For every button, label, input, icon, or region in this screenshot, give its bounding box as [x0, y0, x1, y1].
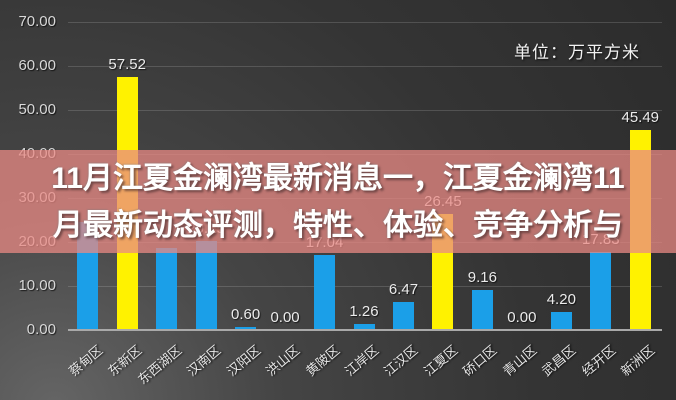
bar-东西湖区: [156, 248, 178, 330]
bar-value-label: 4.20: [546, 291, 576, 308]
bar-武昌区: [550, 312, 572, 330]
bar-江汉区: [392, 302, 414, 330]
bar-value-label: 45.49: [621, 109, 660, 126]
bar-value-label: 0.00: [507, 309, 537, 326]
unit-label: 单位：万平方米: [514, 43, 640, 62]
bar-value-label: 6.47: [388, 281, 419, 298]
bar-汉南区: [195, 241, 217, 330]
overlay-title-line1: 11月江夏金澜湾最新消息一，江夏金澜湾11: [51, 161, 625, 195]
overlay-title-line2: 月最新动态评测，特性、体验、竞争分析与: [53, 208, 623, 242]
gridline-10: [68, 286, 662, 287]
y-axis-tick-label: 60.00: [18, 57, 56, 74]
bar-value-label: 0.60: [230, 306, 261, 323]
title-overlay-banner: 11月江夏金澜湾最新消息一，江夏金澜湾11 月最新动态评测，特性、体验、竞争分析…: [0, 150, 676, 253]
bar-汉阳区: [235, 327, 257, 330]
gridline-70: [68, 22, 662, 23]
bar-黄陂区: [314, 255, 336, 330]
gridline-60: [68, 66, 662, 67]
bar-value-label: 1.26: [349, 303, 379, 320]
gridline-50: [68, 110, 662, 111]
y-axis-tick-label: 70.00: [18, 13, 56, 30]
y-axis-tick-label: 0.00: [26, 321, 56, 338]
bar-value-label: 9.16: [467, 269, 497, 286]
bar-value-label: 57.52: [108, 56, 146, 73]
bar-经开区: [590, 252, 612, 330]
y-axis-tick-label: 50.00: [18, 101, 56, 118]
bar-江岸区: [353, 324, 375, 330]
y-axis-tick-label: 10.00: [18, 277, 56, 294]
x-axis-line: [68, 329, 662, 331]
bar-硚口区: [471, 290, 493, 330]
bar-value-label: 0.00: [270, 309, 300, 326]
